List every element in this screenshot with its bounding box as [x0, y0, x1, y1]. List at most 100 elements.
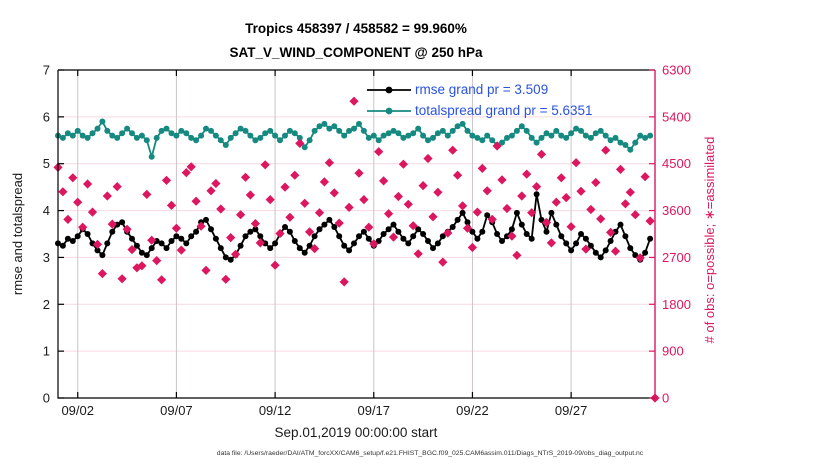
totalspread-marker: [563, 134, 570, 141]
rmse-marker: [267, 245, 274, 252]
rmse-marker: [257, 233, 264, 240]
obs-marker: [285, 212, 295, 222]
obs-marker: [280, 182, 290, 192]
obs-marker: [78, 222, 88, 232]
obs-marker: [507, 231, 517, 241]
rmse-marker: [227, 256, 234, 263]
totalspread-marker: [168, 130, 175, 137]
rmse-marker: [430, 245, 436, 252]
totalspread-marker: [183, 130, 190, 137]
totalspread-marker: [592, 130, 599, 137]
totalspread-marker: [114, 134, 121, 141]
rmse-marker: [617, 221, 624, 228]
y-left-tick-label: 7: [43, 63, 50, 78]
totalspread-marker: [163, 125, 170, 132]
totalspread-marker: [296, 134, 303, 141]
rmse-marker: [133, 242, 140, 249]
totalspread-marker: [637, 132, 644, 139]
totalspread-marker: [158, 127, 165, 134]
legend-swatch-rmse-icon: [367, 86, 411, 93]
totalspread-marker: [198, 132, 205, 139]
totalspread-marker: [217, 137, 224, 144]
tick-labels: 0 1 2 3 4 5 6 7 0 900 1800 2700 3600 4500 5400 6300 09/0…: [43, 63, 691, 419]
obs-marker: [364, 222, 374, 232]
rmse-marker: [375, 238, 382, 244]
totalspread-marker: [173, 132, 180, 139]
rmse-marker: [237, 242, 244, 249]
y-right-tick-label: 0: [662, 391, 669, 406]
totalspread-marker: [153, 134, 160, 141]
totalspread-marker: [232, 130, 239, 137]
totalspread-marker: [425, 137, 431, 144]
rmse-marker: [647, 235, 654, 242]
rmse-marker: [622, 233, 629, 240]
x-tick-label: 09/07: [160, 403, 193, 418]
totalspread-marker: [257, 134, 264, 141]
rmse-marker: [454, 216, 461, 223]
totalspread-marker: [474, 134, 481, 141]
obs-marker: [606, 227, 616, 237]
obs-marker: [369, 239, 379, 249]
obs-marker: [240, 172, 251, 182]
totalspread-marker: [434, 130, 441, 137]
obs-marker: [354, 168, 364, 178]
obs-marker: [388, 232, 399, 242]
rmse-marker: [464, 219, 471, 226]
totalspread-marker: [64, 130, 71, 137]
totalspread-marker: [415, 125, 422, 132]
obs-marker: [166, 200, 177, 210]
obs-marker: [265, 195, 275, 205]
rmse-marker: [64, 235, 71, 242]
rmse-marker: [563, 240, 570, 247]
totalspread-marker: [242, 127, 249, 134]
totalspread-marker: [203, 125, 209, 132]
obs-marker: [462, 223, 473, 233]
rmse-marker: [129, 235, 135, 242]
x-tick-label: 09/17: [357, 403, 390, 418]
obs-marker: [596, 214, 606, 224]
totalspread-marker: [143, 137, 150, 144]
rmse-marker: [282, 224, 288, 230]
y-axis-label-right: # of obs: o=possible; ∗=assimilated: [702, 137, 717, 344]
rmse-marker: [212, 235, 219, 242]
obs-marker: [561, 193, 571, 203]
rmse-marker: [602, 247, 609, 254]
rmse-marker: [405, 240, 412, 247]
rmse-marker: [326, 216, 333, 223]
rmse-marker: [104, 240, 111, 247]
rmse-marker: [548, 209, 555, 216]
totalspread-marker: [533, 139, 540, 146]
totalspread-marker: [479, 137, 486, 144]
totalspread-marker: [133, 134, 140, 141]
totalspread-marker: [597, 127, 604, 134]
obs-marker: [206, 186, 216, 196]
totalspread-marker: [528, 134, 535, 141]
rmse-marker: [99, 252, 106, 259]
obs-marker: [423, 153, 433, 164]
totalspread-marker: [89, 130, 96, 137]
obs-marker: [161, 175, 172, 185]
rmse-marker: [479, 228, 486, 235]
totalspread-marker: [306, 137, 313, 144]
obs-marker: [255, 238, 265, 248]
rmse-marker: [587, 242, 594, 249]
rmse-marker: [568, 247, 575, 254]
totalspread-marker: [464, 127, 471, 134]
rmse-marker: [642, 249, 649, 256]
rmse-marker: [242, 233, 249, 240]
rmse-marker: [296, 245, 303, 252]
chart-title-line1: Tropics 458397 / 458582 = 99.960%: [245, 21, 467, 36]
rmse-marker: [420, 231, 427, 237]
rmse-marker: [331, 224, 338, 230]
obs-marker: [443, 228, 453, 238]
totalspread-marker: [587, 134, 594, 141]
rmse-marker: [163, 245, 170, 252]
obs-marker: [566, 222, 576, 232]
rmse-marker: [459, 209, 466, 216]
rmse-marker: [247, 228, 254, 235]
obs-marker: [610, 246, 621, 256]
obs-marker: [176, 245, 186, 255]
rmse-marker: [203, 216, 209, 223]
obs-marker: [157, 275, 167, 285]
